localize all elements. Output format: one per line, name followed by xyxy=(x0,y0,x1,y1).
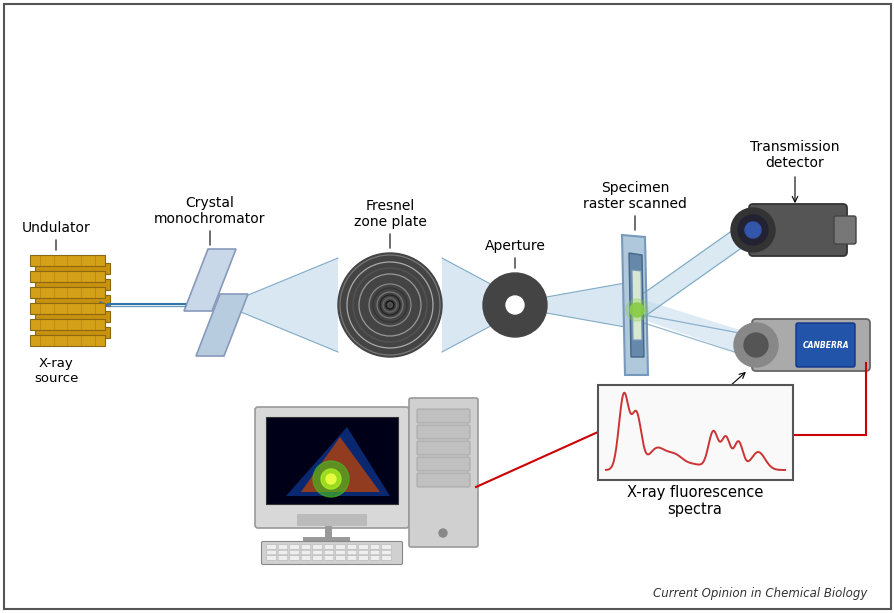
FancyBboxPatch shape xyxy=(358,556,368,560)
Polygon shape xyxy=(236,258,338,352)
FancyBboxPatch shape xyxy=(795,323,854,367)
FancyBboxPatch shape xyxy=(417,441,469,455)
Polygon shape xyxy=(196,294,248,356)
Circle shape xyxy=(483,273,546,337)
FancyBboxPatch shape xyxy=(324,556,333,560)
FancyBboxPatch shape xyxy=(301,545,310,549)
FancyBboxPatch shape xyxy=(35,279,110,290)
FancyBboxPatch shape xyxy=(35,295,110,306)
FancyBboxPatch shape xyxy=(417,409,469,423)
FancyBboxPatch shape xyxy=(266,417,398,504)
Text: Fresnel
zone plate: Fresnel zone plate xyxy=(353,199,426,229)
FancyBboxPatch shape xyxy=(358,550,368,555)
FancyBboxPatch shape xyxy=(30,335,105,346)
FancyBboxPatch shape xyxy=(751,319,869,371)
Text: X-ray
source: X-ray source xyxy=(34,357,78,385)
Polygon shape xyxy=(286,427,390,496)
FancyBboxPatch shape xyxy=(324,545,333,549)
Circle shape xyxy=(743,333,767,357)
Text: CANBERRA: CANBERRA xyxy=(802,340,848,349)
Circle shape xyxy=(733,323,777,367)
FancyBboxPatch shape xyxy=(335,550,345,555)
Polygon shape xyxy=(621,235,647,375)
FancyBboxPatch shape xyxy=(266,545,276,549)
FancyBboxPatch shape xyxy=(30,255,105,266)
Polygon shape xyxy=(442,258,514,352)
Circle shape xyxy=(325,474,335,484)
FancyBboxPatch shape xyxy=(297,514,367,526)
FancyBboxPatch shape xyxy=(290,545,299,549)
FancyBboxPatch shape xyxy=(335,556,345,560)
FancyBboxPatch shape xyxy=(312,556,322,560)
FancyBboxPatch shape xyxy=(748,204,846,256)
FancyBboxPatch shape xyxy=(381,545,391,549)
Text: X-ray fluorescence
spectra: X-ray fluorescence spectra xyxy=(626,485,763,517)
FancyBboxPatch shape xyxy=(278,556,288,560)
FancyBboxPatch shape xyxy=(301,556,310,560)
FancyBboxPatch shape xyxy=(35,327,110,338)
FancyBboxPatch shape xyxy=(290,550,299,555)
FancyBboxPatch shape xyxy=(266,550,276,555)
Polygon shape xyxy=(644,300,749,357)
FancyBboxPatch shape xyxy=(347,545,357,549)
Polygon shape xyxy=(523,283,624,327)
FancyBboxPatch shape xyxy=(597,385,792,480)
FancyBboxPatch shape xyxy=(266,556,276,560)
Polygon shape xyxy=(628,253,644,357)
FancyBboxPatch shape xyxy=(30,287,105,298)
Polygon shape xyxy=(631,270,641,340)
Circle shape xyxy=(738,215,767,245)
Circle shape xyxy=(321,469,341,489)
FancyBboxPatch shape xyxy=(833,216,855,244)
Circle shape xyxy=(505,296,523,314)
Polygon shape xyxy=(184,249,236,311)
FancyBboxPatch shape xyxy=(35,263,110,274)
Circle shape xyxy=(629,303,644,317)
Polygon shape xyxy=(300,437,380,492)
FancyBboxPatch shape xyxy=(255,407,409,528)
FancyBboxPatch shape xyxy=(35,311,110,322)
Text: X-ray fluorescence
detector: X-ray fluorescence detector xyxy=(645,398,773,428)
FancyBboxPatch shape xyxy=(370,550,379,555)
Circle shape xyxy=(744,222,760,238)
Text: Specimen
raster scanned: Specimen raster scanned xyxy=(582,181,687,211)
FancyBboxPatch shape xyxy=(278,545,288,549)
FancyBboxPatch shape xyxy=(278,550,288,555)
FancyBboxPatch shape xyxy=(370,545,379,549)
Text: Transmission
detector: Transmission detector xyxy=(749,140,839,170)
FancyBboxPatch shape xyxy=(335,545,345,549)
FancyBboxPatch shape xyxy=(261,541,402,565)
Circle shape xyxy=(625,299,647,321)
FancyBboxPatch shape xyxy=(417,473,469,487)
Circle shape xyxy=(313,461,349,497)
FancyBboxPatch shape xyxy=(381,556,391,560)
FancyBboxPatch shape xyxy=(347,556,357,560)
FancyBboxPatch shape xyxy=(30,303,105,314)
Text: Aperture: Aperture xyxy=(484,239,544,253)
FancyBboxPatch shape xyxy=(312,545,322,549)
FancyBboxPatch shape xyxy=(417,425,469,439)
FancyBboxPatch shape xyxy=(290,556,299,560)
FancyBboxPatch shape xyxy=(409,398,477,547)
FancyBboxPatch shape xyxy=(30,319,105,330)
FancyBboxPatch shape xyxy=(324,550,333,555)
Text: Crystal
monochromator: Crystal monochromator xyxy=(154,196,266,226)
FancyBboxPatch shape xyxy=(347,550,357,555)
FancyBboxPatch shape xyxy=(381,550,391,555)
Circle shape xyxy=(338,253,442,357)
Circle shape xyxy=(439,529,446,537)
Text: Current Opinion in Chemical Biology: Current Opinion in Chemical Biology xyxy=(652,587,866,600)
FancyBboxPatch shape xyxy=(370,556,379,560)
FancyBboxPatch shape xyxy=(417,457,469,471)
Text: Undulator: Undulator xyxy=(21,221,90,235)
FancyBboxPatch shape xyxy=(30,271,105,282)
FancyBboxPatch shape xyxy=(358,545,368,549)
Circle shape xyxy=(730,208,774,252)
FancyBboxPatch shape xyxy=(312,550,322,555)
FancyBboxPatch shape xyxy=(301,550,310,555)
Polygon shape xyxy=(644,218,749,317)
